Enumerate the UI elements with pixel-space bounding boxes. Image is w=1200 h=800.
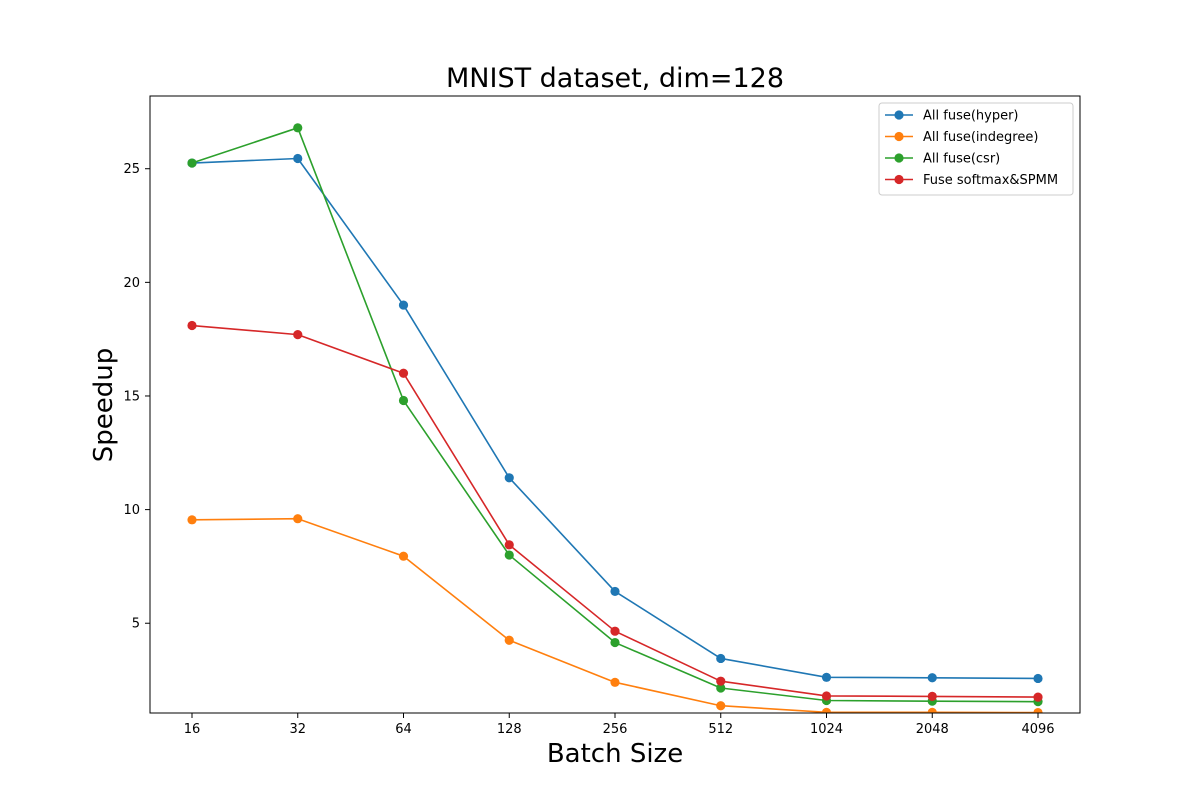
legend-swatch-marker-all-fuse-indegree bbox=[894, 131, 904, 142]
y-axis-label: Speedup bbox=[89, 348, 119, 463]
data-point-all-fuse-hyper bbox=[821, 672, 832, 682]
data-point-fuse-softmax-spmm bbox=[398, 368, 409, 378]
x-tick-label: 1024 bbox=[810, 722, 843, 737]
legend-swatch-marker-all-fuse-hyper bbox=[894, 110, 904, 120]
chart-title: MNIST dataset, dim=128 bbox=[446, 63, 784, 94]
plot-area bbox=[187, 123, 1043, 713]
data-point-all-fuse-indegree bbox=[504, 635, 514, 645]
x-tick-label: 32 bbox=[289, 722, 306, 737]
y-axis: 5 10 15 20 25 bbox=[123, 162, 150, 632]
data-point-fuse-softmax-spmm bbox=[927, 691, 937, 702]
y-tick-label: 10 bbox=[123, 503, 140, 518]
legend-label-all-fuse-indegree: All fuse(indegree) bbox=[923, 130, 1038, 145]
data-point-all-fuse-indegree bbox=[716, 701, 726, 711]
data-point-fuse-softmax-spmm bbox=[1033, 692, 1043, 702]
legend-label-all-fuse-hyper: All fuse(hyper) bbox=[923, 109, 1019, 124]
data-point-fuse-softmax-spmm bbox=[716, 676, 726, 686]
data-point-all-fuse-csr bbox=[610, 637, 620, 648]
x-tick-label: 128 bbox=[497, 722, 522, 737]
data-point-all-fuse-indegree bbox=[398, 551, 409, 561]
x-tick-label: 512 bbox=[708, 722, 733, 737]
legend-label-fuse-softmax-spmm: Fuse softmax&SPMM bbox=[923, 173, 1058, 188]
data-point-all-fuse-csr bbox=[293, 123, 303, 133]
data-point-all-fuse-hyper bbox=[398, 300, 409, 310]
legend-swatch-marker-all-fuse-csr bbox=[894, 153, 904, 163]
x-axis-label: Batch Size bbox=[547, 739, 683, 769]
data-point-all-fuse-hyper bbox=[610, 586, 620, 597]
data-point-all-fuse-hyper bbox=[1033, 673, 1043, 684]
y-tick-label: 25 bbox=[123, 162, 140, 177]
x-tick-label: 2048 bbox=[916, 722, 949, 737]
data-point-all-fuse-indegree bbox=[293, 514, 303, 524]
data-point-all-fuse-hyper bbox=[716, 653, 726, 664]
x-tick-label: 16 bbox=[184, 722, 201, 737]
series-group bbox=[187, 123, 1043, 713]
y-tick-label: 20 bbox=[123, 276, 140, 291]
legend-box bbox=[878, 102, 1074, 196]
data-point-all-fuse-indegree bbox=[927, 707, 937, 713]
data-point-all-fuse-csr bbox=[187, 158, 197, 168]
y-tick-label: 15 bbox=[123, 389, 140, 404]
legend: All fuse(hyper) All fuse(indegree) All fus… bbox=[878, 102, 1074, 196]
data-point-all-fuse-hyper bbox=[504, 473, 514, 483]
data-point-all-fuse-csr bbox=[716, 683, 726, 693]
x-tick-label: 64 bbox=[395, 722, 412, 737]
data-point-all-fuse-hyper bbox=[927, 673, 937, 683]
x-axis: 16 32 64 128 256 512 1024 2048 4096 bbox=[184, 713, 1055, 737]
x-tick-label: 256 bbox=[603, 722, 628, 737]
y-tick-label: 5 bbox=[132, 617, 140, 632]
data-point-all-fuse-indegree bbox=[1033, 707, 1043, 713]
data-point-fuse-softmax-spmm bbox=[821, 691, 832, 701]
data-point-all-fuse-indegree bbox=[821, 707, 832, 713]
data-point-fuse-softmax-spmm bbox=[610, 626, 620, 636]
data-point-fuse-softmax-spmm bbox=[187, 320, 197, 331]
legend-label-all-fuse-csr: All fuse(csr) bbox=[923, 152, 1000, 167]
data-point-all-fuse-indegree bbox=[187, 515, 197, 525]
legend-swatch-marker-fuse-softmax-spmm bbox=[894, 174, 904, 185]
data-point-all-fuse-indegree bbox=[610, 677, 620, 687]
data-point-fuse-softmax-spmm bbox=[293, 330, 303, 340]
data-point-all-fuse-hyper bbox=[293, 153, 303, 164]
data-point-fuse-softmax-spmm bbox=[504, 540, 514, 550]
data-point-all-fuse-csr bbox=[398, 395, 409, 406]
data-point-all-fuse-csr bbox=[504, 550, 514, 560]
x-tick-label: 4096 bbox=[1021, 722, 1054, 737]
